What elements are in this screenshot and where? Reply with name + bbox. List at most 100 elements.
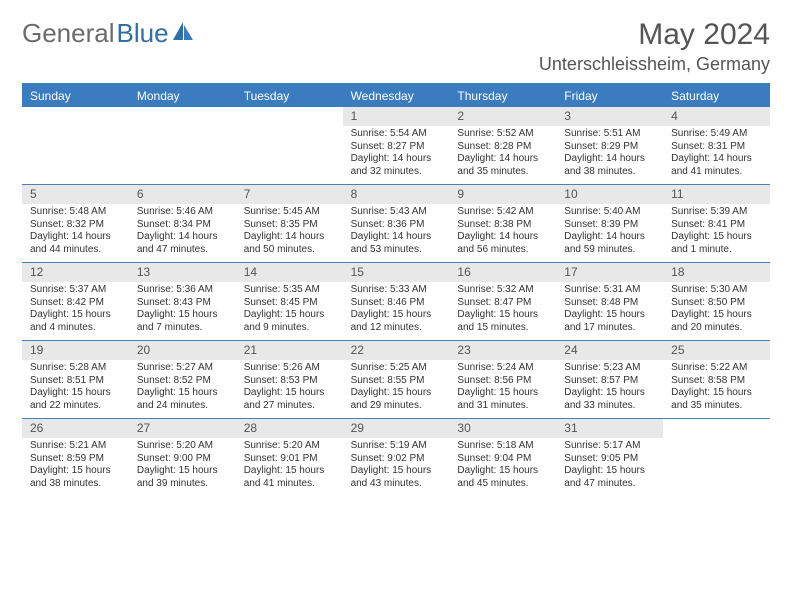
day-body: Sunrise: 5:36 AMSunset: 8:43 PMDaylight:… [129,282,236,340]
calendar-day-cell: 19Sunrise: 5:28 AMSunset: 8:51 PMDayligh… [22,341,129,418]
calendar-day-cell: 9Sunrise: 5:42 AMSunset: 8:38 PMDaylight… [449,185,556,262]
day-body: Sunrise: 5:35 AMSunset: 8:45 PMDaylight:… [236,282,343,340]
calendar-day-cell [236,107,343,184]
calendar-day-cell: 20Sunrise: 5:27 AMSunset: 8:52 PMDayligh… [129,341,236,418]
sunrise-text: Sunrise: 5:21 AM [30,440,121,453]
day-number: 21 [236,341,343,360]
day-body: Sunrise: 5:20 AMSunset: 9:01 PMDaylight:… [236,438,343,496]
sunrise-text: Sunrise: 5:39 AM [671,206,762,219]
day-number: 31 [556,419,663,438]
day-of-week-cell: Monday [129,85,236,107]
daylight-text: Daylight: 14 hours and 59 minutes. [564,231,655,256]
day-body: Sunrise: 5:22 AMSunset: 8:58 PMDaylight:… [663,360,770,418]
sunrise-text: Sunrise: 5:40 AM [564,206,655,219]
daylight-text: Daylight: 14 hours and 41 minutes. [671,153,762,178]
sunset-text: Sunset: 8:59 PM [30,453,121,466]
day-number: 11 [663,185,770,204]
sunrise-text: Sunrise: 5:52 AM [457,128,548,141]
calendar-day-cell: 23Sunrise: 5:24 AMSunset: 8:56 PMDayligh… [449,341,556,418]
location: Unterschleissheim, Germany [539,54,770,75]
daylight-text: Daylight: 15 hours and 39 minutes. [137,465,228,490]
sunrise-text: Sunrise: 5:27 AM [137,362,228,375]
calendar-day-cell: 4Sunrise: 5:49 AMSunset: 8:31 PMDaylight… [663,107,770,184]
sunrise-text: Sunrise: 5:45 AM [244,206,335,219]
daylight-text: Daylight: 15 hours and 27 minutes. [244,387,335,412]
calendar-day-cell: 27Sunrise: 5:20 AMSunset: 9:00 PMDayligh… [129,419,236,496]
calendar-day-cell: 8Sunrise: 5:43 AMSunset: 8:36 PMDaylight… [343,185,450,262]
day-of-week-row: SundayMondayTuesdayWednesdayThursdayFrid… [22,85,770,107]
day-number [129,107,236,111]
daylight-text: Daylight: 14 hours and 44 minutes. [30,231,121,256]
day-body: Sunrise: 5:32 AMSunset: 8:47 PMDaylight:… [449,282,556,340]
calendar-day-cell: 31Sunrise: 5:17 AMSunset: 9:05 PMDayligh… [556,419,663,496]
day-body: Sunrise: 5:43 AMSunset: 8:36 PMDaylight:… [343,204,450,262]
daylight-text: Daylight: 15 hours and 31 minutes. [457,387,548,412]
day-number: 30 [449,419,556,438]
day-body: Sunrise: 5:51 AMSunset: 8:29 PMDaylight:… [556,126,663,184]
day-number: 25 [663,341,770,360]
day-number [663,419,770,423]
daylight-text: Daylight: 15 hours and 41 minutes. [244,465,335,490]
sunset-text: Sunset: 8:39 PM [564,219,655,232]
day-of-week-cell: Tuesday [236,85,343,107]
calendar-day-cell: 12Sunrise: 5:37 AMSunset: 8:42 PMDayligh… [22,263,129,340]
day-number: 24 [556,341,663,360]
day-number: 6 [129,185,236,204]
day-number: 9 [449,185,556,204]
sunrise-text: Sunrise: 5:18 AM [457,440,548,453]
sunrise-text: Sunrise: 5:19 AM [351,440,442,453]
sunset-text: Sunset: 8:41 PM [671,219,762,232]
sunset-text: Sunset: 8:32 PM [30,219,121,232]
sail-icon [173,18,195,49]
sunset-text: Sunset: 8:47 PM [457,297,548,310]
day-of-week-cell: Friday [556,85,663,107]
day-number [236,107,343,111]
sunset-text: Sunset: 8:38 PM [457,219,548,232]
month-title: May 2024 [539,18,770,52]
calendar-day-cell [129,107,236,184]
day-body: Sunrise: 5:23 AMSunset: 8:57 PMDaylight:… [556,360,663,418]
day-of-week-cell: Saturday [663,85,770,107]
sunrise-text: Sunrise: 5:46 AM [137,206,228,219]
daylight-text: Daylight: 15 hours and 15 minutes. [457,309,548,334]
day-body: Sunrise: 5:49 AMSunset: 8:31 PMDaylight:… [663,126,770,184]
daylight-text: Daylight: 15 hours and 29 minutes. [351,387,442,412]
sunrise-text: Sunrise: 5:48 AM [30,206,121,219]
calendar-day-cell [663,419,770,496]
sunrise-text: Sunrise: 5:23 AM [564,362,655,375]
day-number: 17 [556,263,663,282]
calendar-day-cell: 7Sunrise: 5:45 AMSunset: 8:35 PMDaylight… [236,185,343,262]
calendar-day-cell: 13Sunrise: 5:36 AMSunset: 8:43 PMDayligh… [129,263,236,340]
sunrise-text: Sunrise: 5:49 AM [671,128,762,141]
day-number: 14 [236,263,343,282]
day-number: 10 [556,185,663,204]
sunset-text: Sunset: 8:48 PM [564,297,655,310]
daylight-text: Daylight: 15 hours and 17 minutes. [564,309,655,334]
day-body: Sunrise: 5:39 AMSunset: 8:41 PMDaylight:… [663,204,770,262]
day-of-week-cell: Wednesday [343,85,450,107]
day-number: 3 [556,107,663,126]
sunset-text: Sunset: 8:57 PM [564,375,655,388]
day-number: 5 [22,185,129,204]
sunset-text: Sunset: 8:45 PM [244,297,335,310]
day-body: Sunrise: 5:19 AMSunset: 9:02 PMDaylight:… [343,438,450,496]
day-of-week-cell: Sunday [22,85,129,107]
day-number: 29 [343,419,450,438]
daylight-text: Daylight: 15 hours and 1 minute. [671,231,762,256]
calendar-day-cell: 21Sunrise: 5:26 AMSunset: 8:53 PMDayligh… [236,341,343,418]
title-block: May 2024 Unterschleissheim, Germany [539,18,770,75]
day-number: 20 [129,341,236,360]
logo-text-1: General [22,18,115,49]
day-body: Sunrise: 5:48 AMSunset: 8:32 PMDaylight:… [22,204,129,262]
calendar-day-cell: 24Sunrise: 5:23 AMSunset: 8:57 PMDayligh… [556,341,663,418]
sunset-text: Sunset: 9:02 PM [351,453,442,466]
day-body: Sunrise: 5:33 AMSunset: 8:46 PMDaylight:… [343,282,450,340]
day-number: 1 [343,107,450,126]
daylight-text: Daylight: 14 hours and 47 minutes. [137,231,228,256]
daylight-text: Daylight: 14 hours and 32 minutes. [351,153,442,178]
day-number: 13 [129,263,236,282]
calendar-week-row: 5Sunrise: 5:48 AMSunset: 8:32 PMDaylight… [22,185,770,263]
sunset-text: Sunset: 8:27 PM [351,141,442,154]
daylight-text: Daylight: 15 hours and 35 minutes. [671,387,762,412]
day-body: Sunrise: 5:27 AMSunset: 8:52 PMDaylight:… [129,360,236,418]
